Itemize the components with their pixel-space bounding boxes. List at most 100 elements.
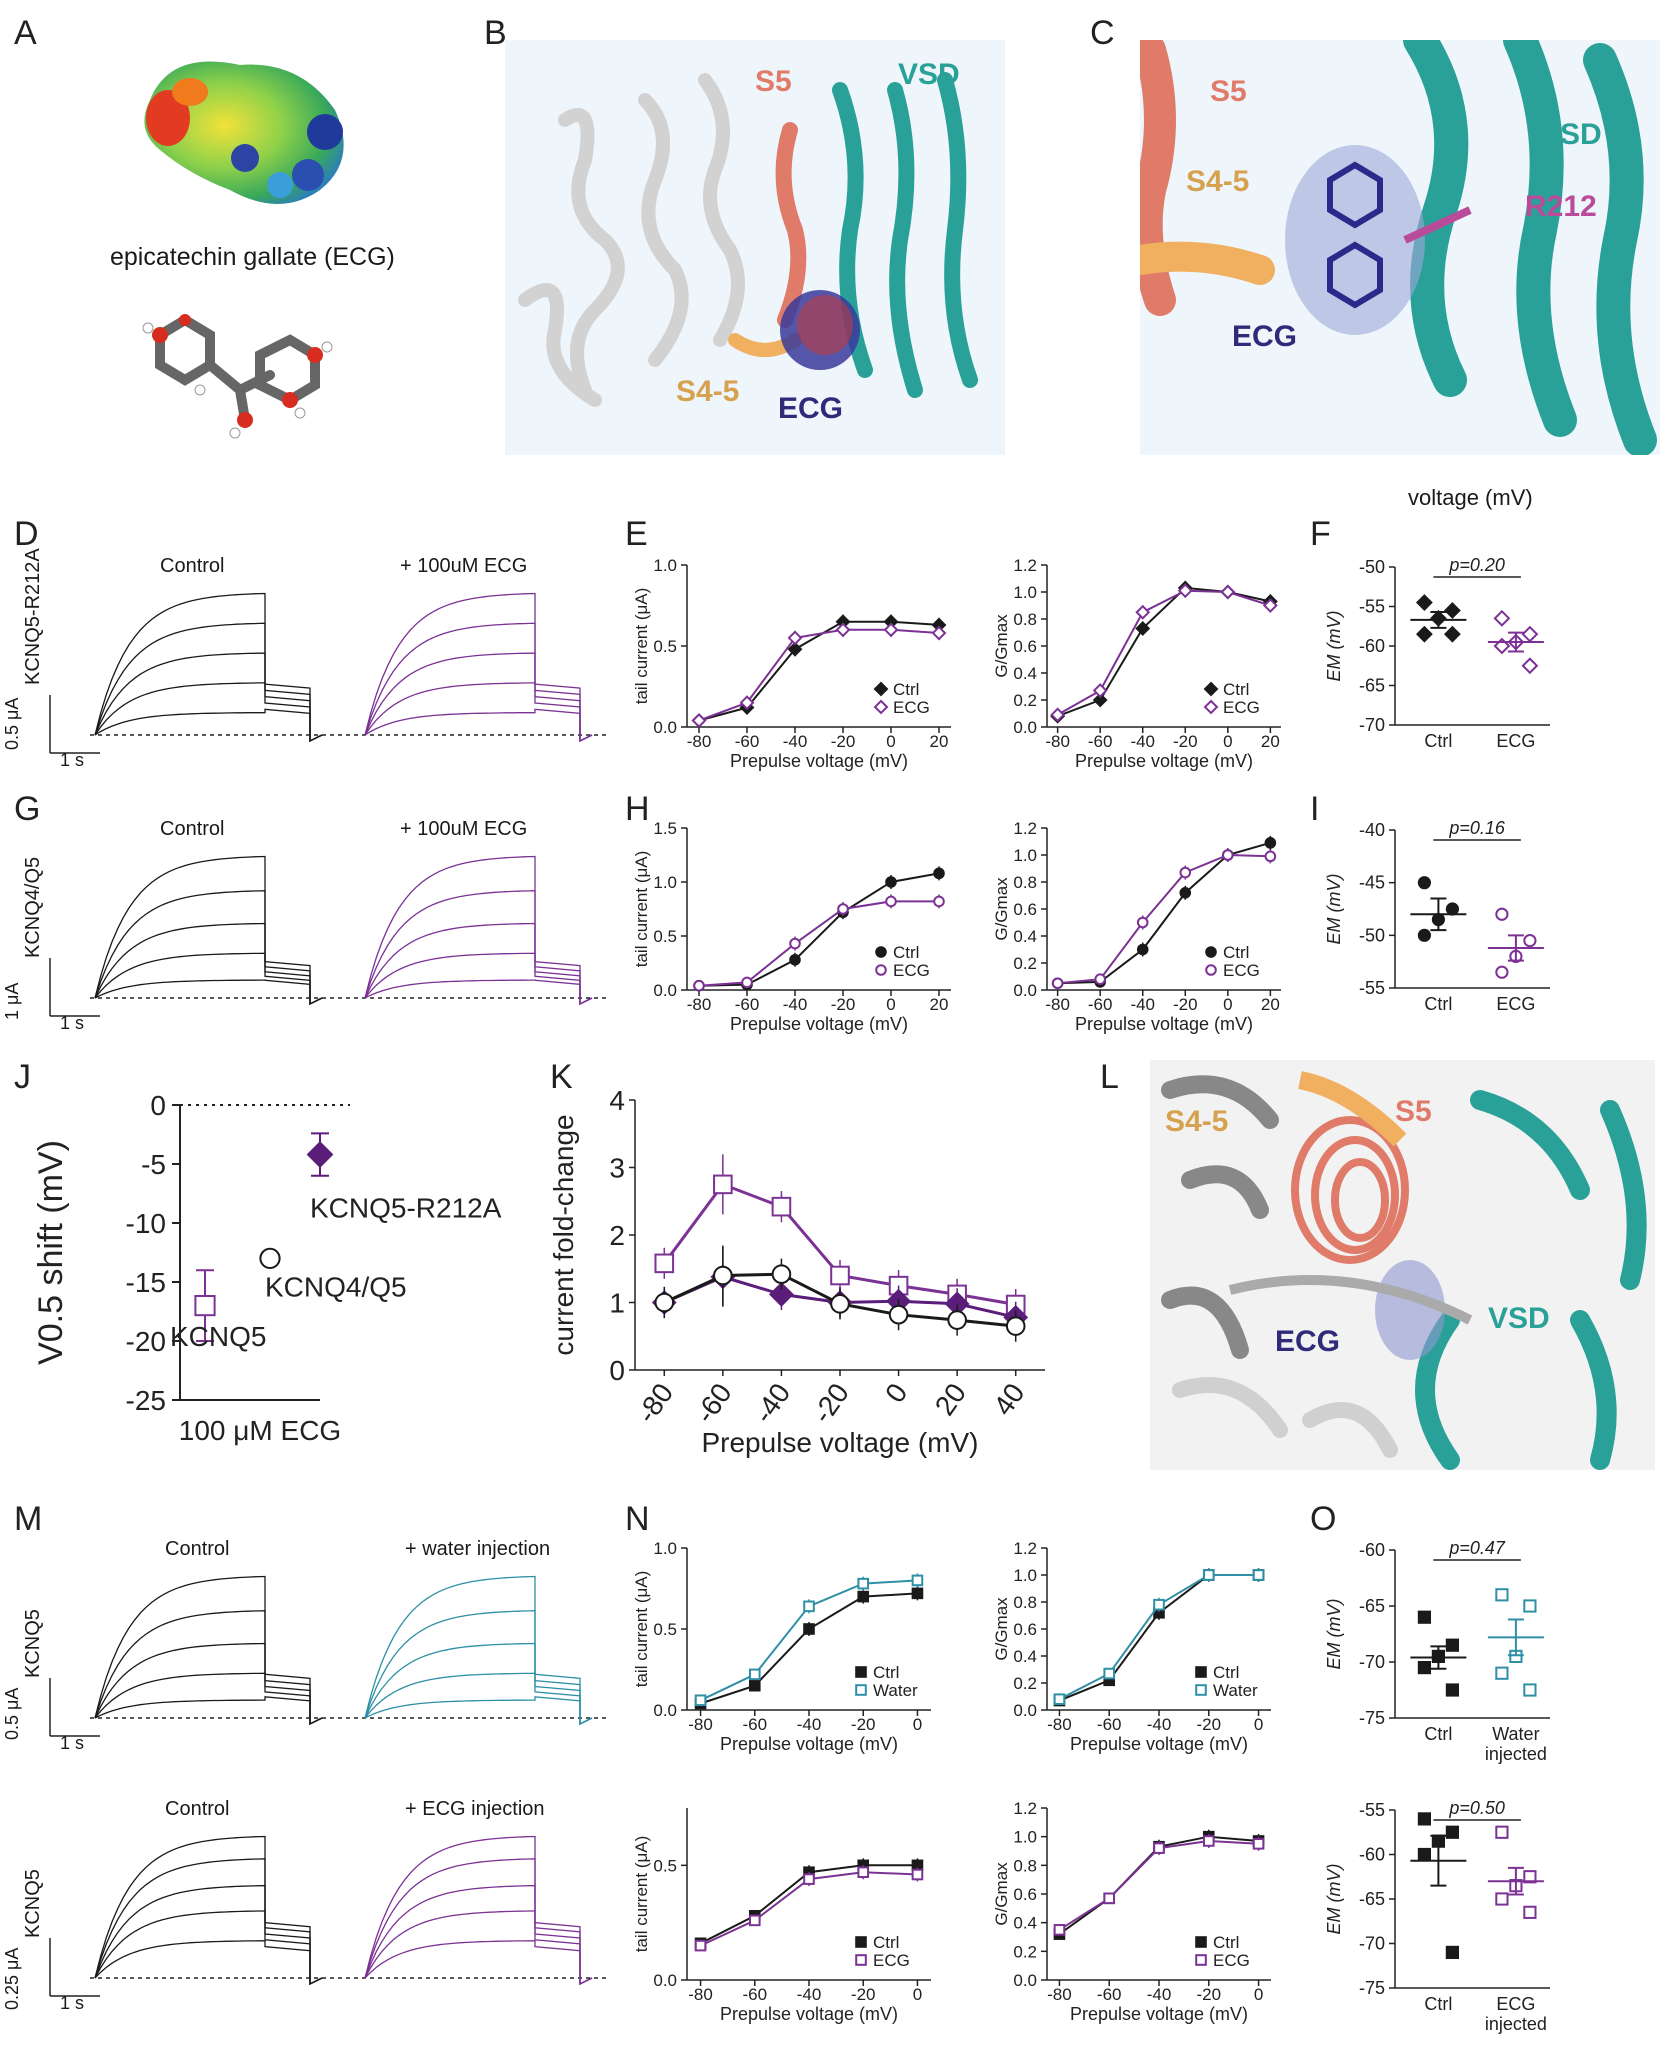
current-traces xyxy=(49,592,610,754)
x-axis-label: Prepulse voltage (mV) xyxy=(1075,1014,1253,1034)
data-point xyxy=(830,1265,850,1286)
x-tick-label: -80 xyxy=(1045,732,1070,751)
data-point xyxy=(741,976,753,989)
panel-letter-d: D xyxy=(14,515,39,553)
data-point xyxy=(1495,965,1509,979)
x-tick-label: 0 xyxy=(1223,995,1232,1014)
data-point xyxy=(1495,907,1509,921)
y-tick-label: 1.2 xyxy=(1013,1799,1037,1818)
current-trace xyxy=(94,979,323,1006)
data-point xyxy=(1445,1638,1460,1652)
data-point xyxy=(1092,683,1108,698)
x-tick-label: 40 xyxy=(987,1378,1030,1421)
legend-marker xyxy=(1205,964,1217,976)
current-trace xyxy=(94,592,323,743)
x-axis-label: Prepulse voltage (mV) xyxy=(720,1734,898,1754)
data-point xyxy=(1523,1599,1537,1613)
data-point xyxy=(654,1253,675,1274)
data-point xyxy=(1050,707,1066,723)
current-trace xyxy=(364,952,593,1006)
y-axis-label: EM (mV) xyxy=(1324,1599,1344,1670)
legend-label: Ctrl xyxy=(893,943,919,962)
data-point xyxy=(857,1866,870,1879)
x-tick-label: 0 xyxy=(913,1715,922,1734)
current-trace xyxy=(364,979,593,1006)
y-tick-label: 0.5 xyxy=(653,927,677,946)
data-point xyxy=(1445,1945,1460,1960)
y-tick-label: -5 xyxy=(141,1149,166,1180)
current-trace xyxy=(94,1910,323,1986)
label-l-vsd: VSD xyxy=(1488,1302,1550,1335)
data-point xyxy=(259,1247,281,1269)
y-tick-label: 0.0 xyxy=(1013,1971,1037,1990)
x-axis-label: Prepulse voltage (mV) xyxy=(1070,1734,1248,1754)
data-point xyxy=(1417,1610,1432,1624)
structure-panel-b xyxy=(505,40,1005,455)
x-tick-label: 0 xyxy=(886,732,895,751)
ecg-surface-render xyxy=(130,40,360,225)
current-trace xyxy=(94,1858,323,1986)
x-tick-label: -20 xyxy=(831,732,856,751)
y-axis-label: G/Gmax xyxy=(992,877,1011,941)
data-point xyxy=(739,695,755,711)
x-axis-label: Prepulse voltage (mV) xyxy=(701,1427,978,1458)
y-tick-label: 0.0 xyxy=(1013,981,1037,1000)
current-trace xyxy=(364,1835,593,1986)
current-trace xyxy=(364,682,593,743)
legend-label: ECG xyxy=(1213,1951,1250,1970)
label-b-ecg: ECG xyxy=(778,392,844,425)
series-line-Ctrl xyxy=(698,872,940,987)
y-tick-label: 0.6 xyxy=(1013,637,1037,656)
data-point xyxy=(1092,692,1108,708)
data-point xyxy=(933,867,945,880)
panel-letter-j: J xyxy=(14,1058,31,1096)
y-tick-label: -55 xyxy=(1359,978,1385,998)
y-tick-label: -50 xyxy=(1359,925,1385,945)
x-tick-label: -80 xyxy=(1047,1715,1072,1734)
chart-e-tail-current: -80 -60 -40 -20 0 20 0.0 0.5 1.0 Prepulse voltage… xyxy=(632,556,951,771)
legend-marker xyxy=(1195,1936,1207,1948)
data-point xyxy=(1417,1661,1432,1675)
y-tick-label: 0.4 xyxy=(1013,1914,1037,1933)
series-line-ECG xyxy=(698,628,940,722)
x-tick-label: -20 xyxy=(1173,732,1198,751)
x-tick-label: -40 xyxy=(797,1985,822,2004)
ecg-caption: epicatechin gallate (ECG) xyxy=(110,243,395,271)
label-l-s45: S4-5 xyxy=(1165,1105,1229,1138)
data-point xyxy=(1495,1825,1509,1839)
current-traces xyxy=(49,855,610,1017)
x-tick-label: 20 xyxy=(930,995,949,1014)
x-tick-label: -80 xyxy=(688,1715,713,1734)
x-tick-label: -60 xyxy=(1097,1985,1122,2004)
y-tick-label: 3 xyxy=(609,1152,625,1183)
x-tick-label: 0 xyxy=(1223,732,1232,751)
x-axis-label: Prepulse voltage (mV) xyxy=(1070,2004,1248,2024)
legend-marker xyxy=(855,1684,867,1696)
y-tick-label: -25 xyxy=(126,1385,166,1416)
scale-time: 1 s xyxy=(60,750,85,770)
label-b-s45: S4-5 xyxy=(676,375,740,408)
panel-letter-m: M xyxy=(14,1500,43,1538)
x-tick-label: -40 xyxy=(1130,995,1155,1014)
series-line-ECG xyxy=(1057,589,1271,716)
x-axis-label: Prepulse voltage (mV) xyxy=(730,751,908,771)
x-tick-label: 0 xyxy=(1254,1985,1263,2004)
data-point xyxy=(306,1141,334,1168)
x-tick-label: 20 xyxy=(930,732,949,751)
chart-n-top-tail-current: -80 -60 -40 -20 0 0.0 0.5 1.0 Prepulse voltage (… xyxy=(632,1539,931,1754)
x-axis-label: Prepulse voltage (mV) xyxy=(1075,751,1253,771)
current-trace xyxy=(94,1696,323,1726)
legend-label: Water xyxy=(873,1681,918,1700)
y-tick-label: 0.6 xyxy=(1013,900,1037,919)
current-trace xyxy=(94,1835,323,1986)
legend-marker xyxy=(1205,946,1217,958)
current-trace xyxy=(94,682,323,743)
current-trace xyxy=(364,1696,593,1726)
data-point xyxy=(1153,1598,1165,1611)
data-point xyxy=(1417,1847,1432,1862)
data-point xyxy=(748,1668,761,1681)
data-point xyxy=(885,895,897,908)
data-point xyxy=(789,937,801,950)
data-point xyxy=(911,1868,924,1881)
